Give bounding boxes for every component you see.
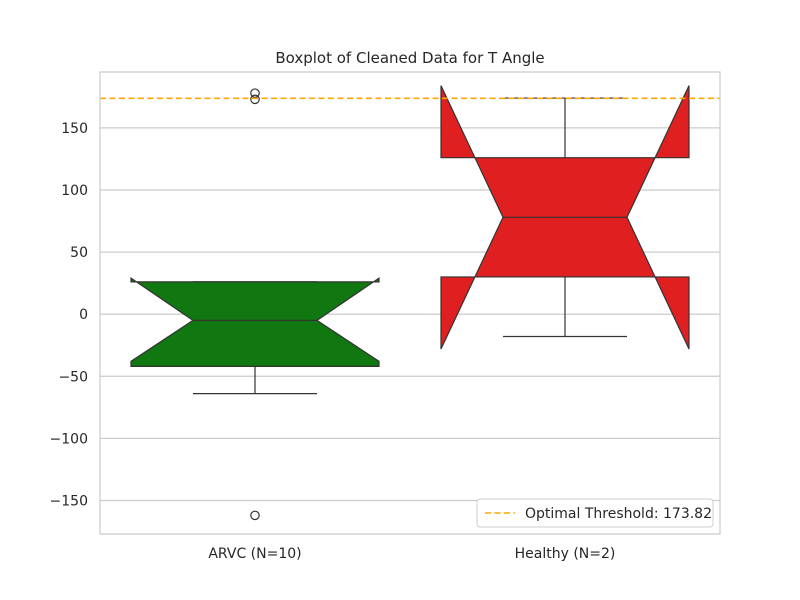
outlier-point (250, 94, 260, 105)
y-tick-label: −100 (50, 431, 88, 447)
y-tick-label: 150 (61, 121, 88, 137)
plot-frame (99, 71, 721, 535)
y-tick-label: 100 (61, 183, 88, 199)
y-tick-label: −150 (50, 493, 88, 509)
box-body (130, 277, 380, 367)
y-tick-label: −50 (58, 369, 88, 385)
outlier-point (250, 88, 260, 98)
x-tick-label: Healthy (N=2) (515, 546, 616, 562)
outlier-point (250, 510, 260, 521)
y-tick-label: 0 (79, 307, 88, 323)
x-axis-ticks: ARVC (N=10) Healthy (N=2) (208, 546, 615, 562)
y-tick-label: 50 (70, 245, 88, 261)
legend: Optimal Threshold: 173.82 (476, 498, 714, 528)
box-group (130, 88, 380, 521)
legend-label: Optimal Threshold: 173.82 (525, 506, 712, 522)
x-tick-label: ARVC (N=10) (208, 546, 301, 562)
legend-box (476, 498, 714, 528)
y-axis-ticks: −150 −100 −50 0 50 100 150 (50, 121, 88, 510)
box-group (440, 85, 690, 350)
boxes (130, 85, 690, 521)
chart-title: Boxplot of Cleaned Data for T Angle (275, 49, 544, 67)
